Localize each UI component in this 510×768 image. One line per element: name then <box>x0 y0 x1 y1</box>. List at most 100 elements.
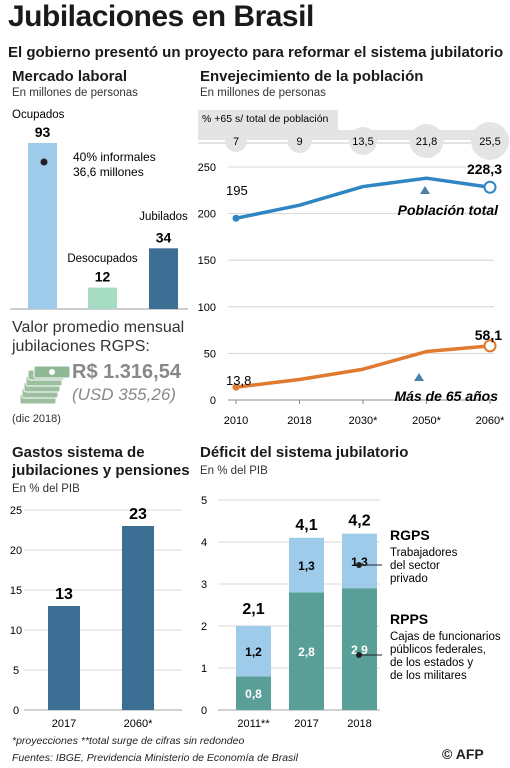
deficit-y-tick: 2 <box>201 621 207 633</box>
labor-annotation-dot <box>40 158 48 166</box>
deficit-legend-desc: del sector <box>390 560 440 572</box>
deficit-chart-title: Déficit del sistema jubilatorio <box>200 444 409 461</box>
price-usd: (USD 355,26) <box>72 385 176 404</box>
spending-chart: 0 5 10 15 20 25 13 2017 23 2060* <box>10 505 182 730</box>
population-y-tick: 100 <box>198 302 216 314</box>
spending-bar <box>48 606 80 710</box>
spending-x-label: 2060* <box>124 718 153 730</box>
population-end-point <box>483 180 497 194</box>
spending-bar <box>122 526 154 710</box>
strip-value: 25,5 <box>479 136 500 148</box>
footnotes: *proyecciones **total surge de cifras si… <box>12 735 245 747</box>
spending-y-tick: 15 <box>10 585 22 597</box>
population-series-line <box>235 344 491 389</box>
strip-circle <box>349 127 377 155</box>
spending-chart-title-line2: jubilaciones y pensiones <box>12 462 190 479</box>
population-end-label: 58,1 <box>475 327 502 343</box>
strip-value: 13,5 <box>352 136 373 148</box>
triangle-up-icon <box>414 373 424 381</box>
deficit-x-label: 2018 <box>347 718 371 730</box>
spending-chart-title-line1: Gastos sistema de <box>12 444 145 461</box>
deficit-bar-rgps <box>342 533 377 589</box>
deficit-chart-subtitle: En % del PIB <box>200 465 268 477</box>
spending-value-label: 13 <box>55 586 73 603</box>
labor-bar <box>149 248 178 309</box>
sources: Fuentes: IBGE, Previdencia Ministerio de… <box>12 752 298 764</box>
deficit-value-label: 1,2 <box>245 645 262 659</box>
population-start-point <box>232 383 240 391</box>
deficit-value-label: 1,3 <box>298 559 315 573</box>
strip-value: 7 <box>233 136 239 148</box>
population-x-label: 2018 <box>287 415 311 427</box>
population-y-tick: 250 <box>198 162 216 174</box>
deficit-y-tick: 4 <box>201 537 207 549</box>
population-strip: % +65 s/ total de población 7 9 13,5 21,8 25,… <box>198 110 509 160</box>
population-start-point <box>232 214 240 222</box>
deficit-value-label: 0,8 <box>245 687 262 701</box>
population-chart-title: Envejecimiento de la población <box>200 68 424 85</box>
labor-category-label: Jubilados <box>139 211 188 223</box>
triangle-up-icon <box>420 186 430 194</box>
labor-category-label: Ocupados <box>12 109 65 121</box>
spending-chart-subtitle: En % del PIB <box>12 483 80 495</box>
population-x-label: 2010 <box>224 415 248 427</box>
deficit-y-tick: 0 <box>201 705 207 717</box>
deficit-value-label: 2,8 <box>298 645 315 659</box>
afp-logo-text: AFP <box>455 746 484 762</box>
deficit-legend-desc: Trabajadores <box>390 547 458 559</box>
deficit-chart: 0123450,81,22,12011**2,81,34,120172,91,3… <box>201 495 501 730</box>
deficit-value-label: 2,9 <box>351 643 368 657</box>
population-x-label: 2050* <box>412 415 441 427</box>
strip-circle <box>287 129 312 153</box>
population-chart: % +65 s/ total de población 7 9 13,5 21,8 25,… <box>198 110 509 427</box>
deficit-y-tick: 5 <box>201 495 207 507</box>
spending-y-tick: 5 <box>13 665 19 677</box>
population-end-label: 228,3 <box>467 161 502 177</box>
spending-y-tick: 10 <box>10 625 22 637</box>
population-series-name: Más de 65 años <box>395 388 499 404</box>
labor-value-label: 12 <box>95 269 111 285</box>
strip-value: 9 <box>296 136 302 148</box>
page-title: Jubilaciones en Brasil <box>8 0 314 33</box>
population-x-label: 2060* <box>476 415 505 427</box>
population-start-label: 195 <box>226 183 248 198</box>
deficit-total-label: 2,1 <box>242 601 264 618</box>
population-end-point <box>483 339 497 353</box>
strip-circle <box>471 122 509 160</box>
deficit-legend-desc: Cajas de funcionarios <box>390 631 501 643</box>
labor-value-label: 93 <box>35 124 51 140</box>
deficit-bar-rpps <box>236 676 271 710</box>
population-y-tick: 50 <box>204 348 216 360</box>
price-date: (dic 2018) <box>12 413 61 425</box>
population-x-label: 2030* <box>349 415 378 427</box>
labor-chart-subtitle: En millones de personas <box>12 87 138 99</box>
population-y-tick: 200 <box>198 209 216 221</box>
strip-label: % +65 s/ total de población <box>202 113 329 125</box>
labor-bar <box>88 287 117 309</box>
money-bill-mark <box>49 369 55 375</box>
spending-y-tick: 25 <box>10 505 22 517</box>
population-start-label: 13,8 <box>226 373 251 388</box>
deficit-legend-name: RGPS <box>390 527 430 543</box>
deficit-legend-name: RPPS <box>390 611 428 627</box>
strip-circle <box>225 130 247 152</box>
deficit-y-tick: 3 <box>201 579 207 591</box>
deficit-y-tick: 1 <box>201 663 207 675</box>
spending-y-tick: 0 <box>13 705 19 717</box>
deficit-legend-desc: privado <box>390 573 428 585</box>
deficit-x-label: 2017 <box>294 718 318 730</box>
labor-value-label: 34 <box>156 229 172 245</box>
deficit-bar-rgps <box>289 537 324 593</box>
money-stack-icon <box>19 365 71 405</box>
afp-logo: © AFP <box>442 746 484 762</box>
price-title-line1: Valor promedio mensual <box>12 319 185 336</box>
labor-annotation-line2: 36,6 millones <box>73 165 144 179</box>
deficit-x-label: 2011** <box>237 718 270 730</box>
deficit-legend-desc: públicos federales, <box>390 644 486 656</box>
deficit-total-label: 4,1 <box>295 517 317 534</box>
copyright-symbol: © <box>442 746 453 762</box>
deficit-bar-rpps <box>342 588 377 710</box>
deficit-legend-desc: de los estados y <box>390 657 473 669</box>
labor-chart: 93 Ocupados 12 Desocupados 34 Jubilados 40% in… <box>10 109 188 310</box>
